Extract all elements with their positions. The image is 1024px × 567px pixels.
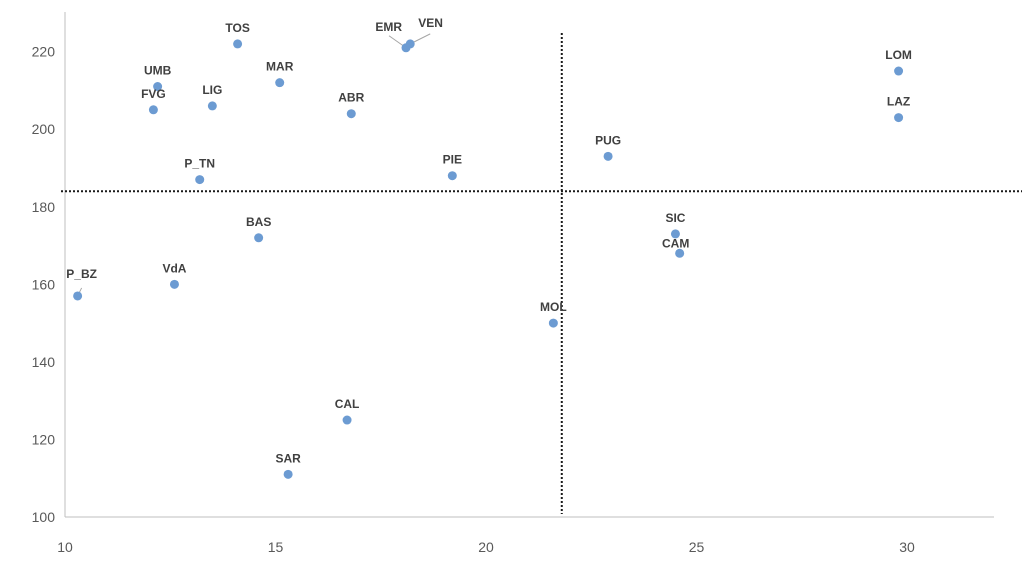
point-label: TOS [225, 21, 249, 35]
data-point [447, 171, 457, 181]
data-point [275, 78, 285, 88]
x-tick-label: 20 [478, 539, 494, 555]
point-label: VEN [418, 16, 443, 30]
point-label: LOM [885, 48, 912, 62]
data-point [894, 66, 904, 76]
data-point [405, 39, 415, 49]
y-tick-label: 220 [32, 44, 56, 60]
data-point [670, 229, 680, 239]
point-label: ABR [338, 91, 364, 105]
point-label: BAS [246, 215, 271, 229]
point-label: MAR [266, 60, 294, 74]
data-point [675, 248, 685, 258]
x-tick-label: 25 [689, 539, 705, 555]
point-label: LIG [202, 83, 222, 97]
point-label: LAZ [887, 95, 910, 109]
data-point [233, 39, 243, 49]
data-point [894, 113, 904, 123]
data-point [342, 415, 352, 425]
point-label: EMR [375, 20, 402, 34]
point-label: MOL [540, 300, 567, 314]
data-point [548, 318, 558, 328]
y-tick-label: 120 [32, 431, 56, 447]
x-tick-label: 15 [268, 539, 284, 555]
point-label: PIE [443, 153, 462, 167]
data-point [195, 175, 205, 185]
point-label: SIC [665, 211, 685, 225]
y-tick-label: 200 [32, 121, 56, 137]
x-tick-label: 30 [899, 539, 915, 555]
data-point [148, 105, 158, 115]
point-label: FVG [141, 87, 166, 101]
data-point [346, 109, 356, 119]
y-tick-label: 100 [32, 509, 56, 525]
data-point [169, 279, 179, 289]
data-point [603, 151, 613, 161]
y-tick-label: 180 [32, 199, 56, 215]
point-label: CAM [662, 236, 689, 250]
data-point [73, 291, 83, 301]
x-tick-label: 10 [57, 539, 73, 555]
y-tick-label: 160 [32, 276, 56, 292]
point-label: P_TN [184, 157, 215, 171]
data-point [153, 82, 163, 92]
point-label: SAR [275, 451, 301, 465]
data-point [283, 469, 293, 479]
point-label: UMB [144, 64, 172, 78]
point-label: VdA [162, 261, 186, 275]
data-point [254, 233, 264, 243]
point-label: CAL [335, 397, 360, 411]
point-label: PUG [595, 133, 621, 147]
y-tick-label: 140 [32, 354, 56, 370]
data-point [207, 101, 217, 111]
point-label: P_BZ [66, 267, 97, 281]
